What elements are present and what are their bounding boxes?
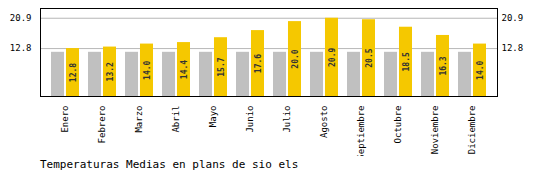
svg-text:14.4: 14.4 [180,60,189,79]
svg-text:Marzo: Marzo [134,106,144,133]
svg-text:18.5: 18.5 [402,52,411,71]
svg-text:20.9: 20.9 [328,48,337,67]
svg-text:13.2: 13.2 [106,62,115,81]
svg-text:12.8: 12.8 [502,43,524,53]
svg-text:15.7: 15.7 [217,57,226,76]
svg-text:Diciembre: Diciembre [467,106,477,155]
svg-text:14.0: 14.0 [476,60,485,79]
svg-text:Junio: Junio [245,106,255,133]
svg-text:20.9: 20.9 [502,13,524,23]
svg-text:14.0: 14.0 [143,60,152,79]
svg-text:Agosto: Agosto [319,106,329,139]
svg-text:Noviembre: Noviembre [430,106,440,155]
svg-text:16.3: 16.3 [439,56,448,75]
svg-text:12.8: 12.8 [69,63,78,82]
svg-text:20.0: 20.0 [291,49,300,68]
svg-text:Enero: Enero [60,106,70,133]
svg-text:20.5: 20.5 [365,48,374,67]
svg-text:Abril: Abril [171,106,181,133]
svg-text:Octubre: Octubre [393,106,403,144]
svg-text:Febrero: Febrero [97,106,107,144]
svg-text:12.8: 12.8 [10,43,32,53]
svg-text:20.9: 20.9 [10,13,32,23]
svg-text:Julio: Julio [282,106,292,133]
svg-text:Mayo: Mayo [208,106,218,128]
html-text:Temperaturas Medias en plans d: Temperaturas Medias en plans de sio els [40,158,299,171]
svg-text:17.6: 17.6 [254,54,263,73]
svg-text:Septiembre: Septiembre [356,106,366,157]
